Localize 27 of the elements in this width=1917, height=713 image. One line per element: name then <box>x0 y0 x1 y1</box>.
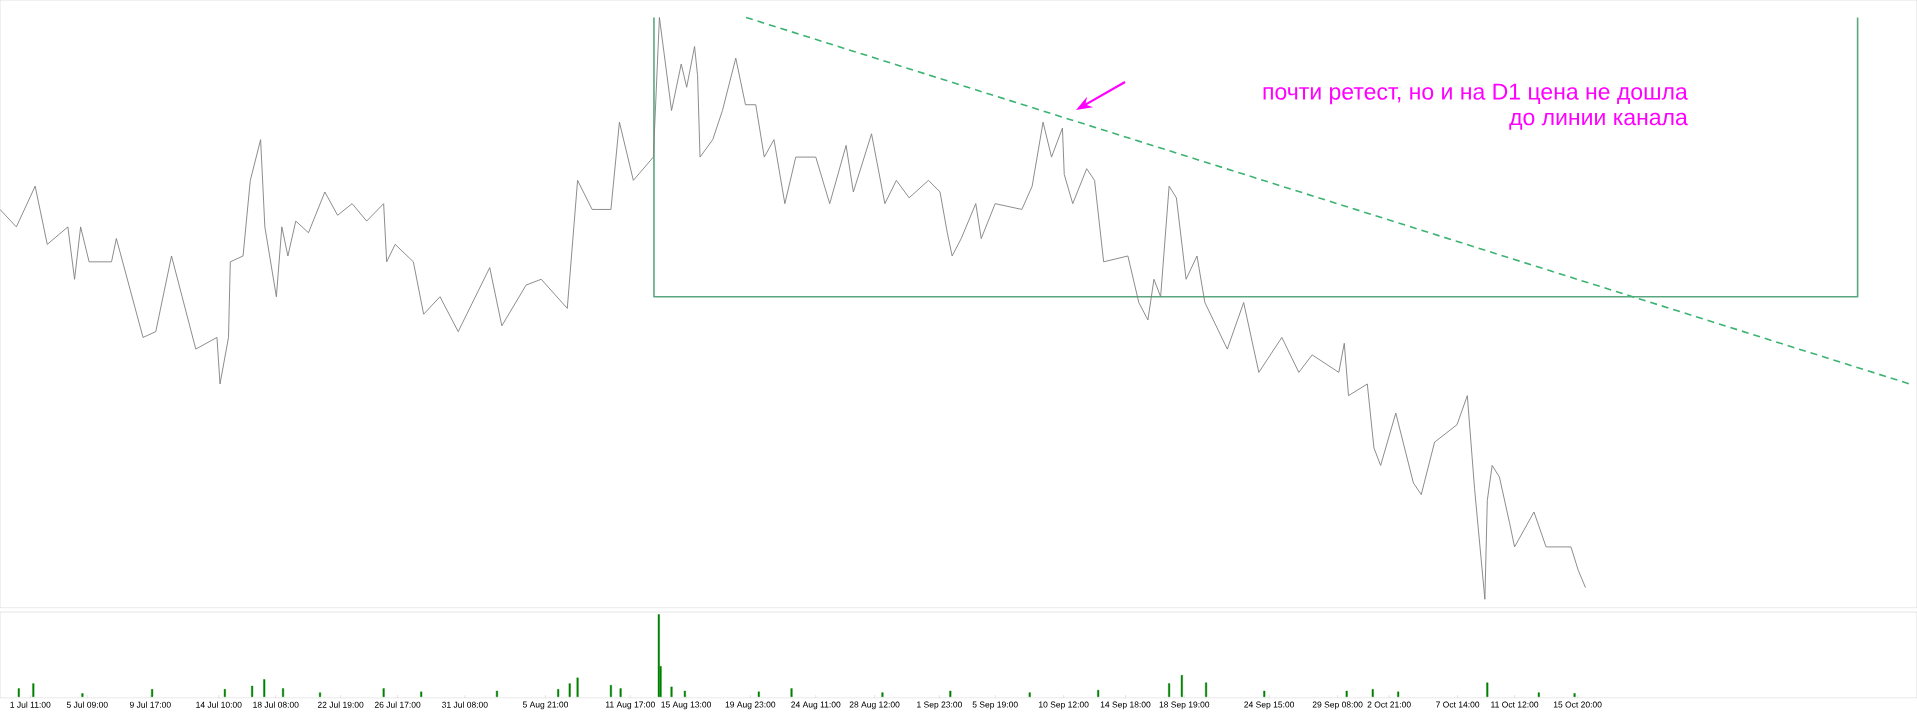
x-tick-label: 5 Sep 19:00 <box>972 701 1018 710</box>
x-tick-label: 2 Oct 21:00 <box>1367 701 1411 708</box>
x-tick-label: 10 Sep 12:00 <box>1039 701 1089 710</box>
x-tick-label: 26 Jul 17:00 <box>374 701 421 708</box>
x-tick-label: 14 Sep 18:00 <box>1100 701 1151 710</box>
x-tick-label: 14 Jul 10:00 <box>196 701 242 708</box>
x-tick-label: 18 Jul 08:00 <box>253 701 299 708</box>
x-tick-label: 15 Oct 20:00 <box>1553 701 1602 708</box>
x-tick-label: 18 Sep 19:00 <box>1159 701 1210 710</box>
x-tick-label: 29 Sep 08:00 <box>1312 701 1363 710</box>
x-tick-label: 31 Jul 08:00 <box>442 701 488 708</box>
x-tick-label: 9 Jul 17:00 <box>129 701 171 708</box>
x-tick-label: 24 Aug 11:00 <box>791 701 841 710</box>
x-tick-label: 19 Aug 23:00 <box>725 701 776 710</box>
x-tick-label: 24 Sep 15:00 <box>1244 701 1295 710</box>
x-tick-label: 15 Aug 13:00 <box>661 701 712 710</box>
annotation: почти ретест, но и на D1 цена не дошла <box>1263 83 1688 105</box>
x-tick-label: 5 Jul 09:00 <box>66 701 108 708</box>
annotation: до линии канала <box>1509 112 1688 130</box>
x-tick-label: 22 Jul 19:00 <box>317 701 364 708</box>
x-tick-label: 5 Aug 21:00 <box>522 701 569 710</box>
x-tick-label: 28 Aug 12:00 <box>849 701 900 710</box>
x-tick-label: 11 Aug 17:00 <box>605 701 655 710</box>
x-tick-label: 11 Oct 12:00 <box>1491 701 1539 708</box>
x-tick-label: 7 Oct 14:00 <box>1436 701 1480 708</box>
x-tick-label: 1 Sep 23:00 <box>917 701 962 710</box>
x-tick-label: 1 Jul 11:00 <box>10 701 51 708</box>
